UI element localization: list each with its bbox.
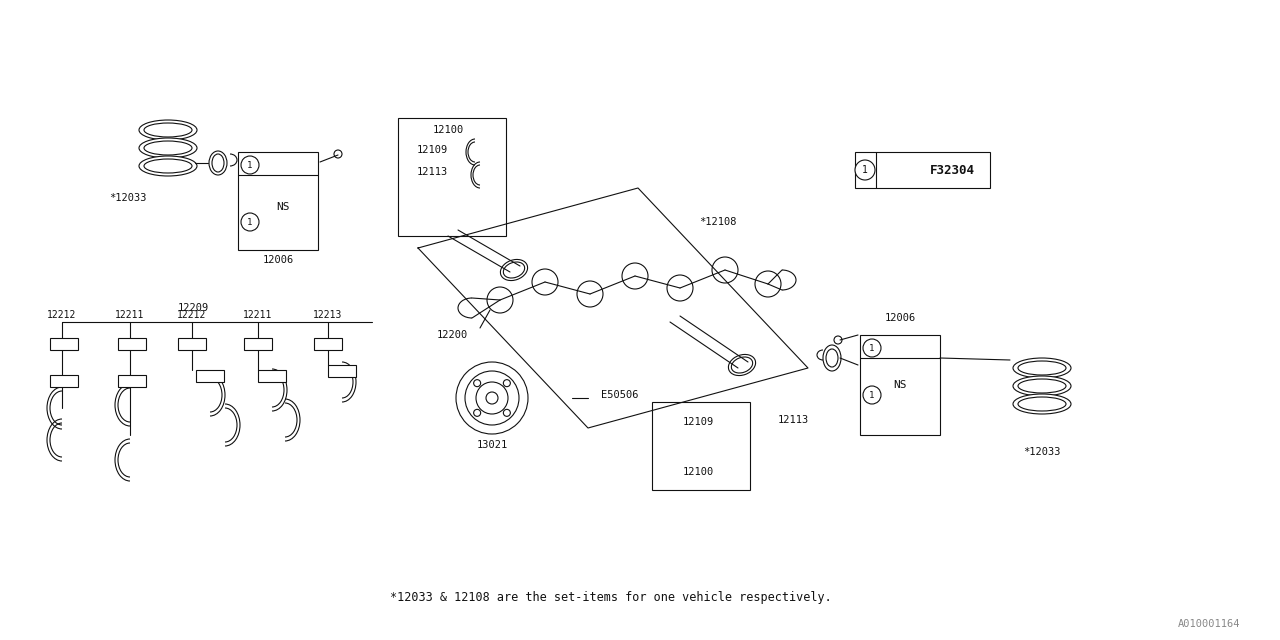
Circle shape: [476, 382, 508, 414]
Text: 12109: 12109: [416, 145, 448, 155]
Bar: [50, 338, 78, 350]
Bar: [314, 338, 342, 350]
Text: 13021: 13021: [476, 440, 508, 450]
Circle shape: [241, 156, 259, 174]
Circle shape: [334, 150, 342, 158]
Ellipse shape: [1012, 376, 1071, 396]
Bar: [855, 152, 989, 188]
Circle shape: [755, 271, 781, 297]
Text: 12006: 12006: [262, 255, 293, 265]
Bar: [196, 370, 224, 382]
Circle shape: [486, 392, 498, 404]
Ellipse shape: [143, 159, 192, 173]
Circle shape: [474, 380, 481, 387]
Ellipse shape: [1018, 379, 1066, 393]
Text: F32304: F32304: [929, 163, 974, 177]
Ellipse shape: [1018, 397, 1066, 411]
Text: *12033: *12033: [1023, 447, 1061, 457]
Text: 12113: 12113: [778, 415, 809, 425]
Bar: [652, 402, 750, 490]
Ellipse shape: [1012, 394, 1071, 414]
Circle shape: [863, 339, 881, 357]
Bar: [259, 370, 285, 382]
Circle shape: [667, 275, 692, 301]
Text: 12109: 12109: [682, 417, 714, 427]
Ellipse shape: [1012, 358, 1071, 378]
Ellipse shape: [826, 349, 838, 367]
Ellipse shape: [1018, 361, 1066, 375]
Text: *12033 & 12108 are the set-items for one vehicle respectively.: *12033 & 12108 are the set-items for one…: [390, 591, 832, 605]
Text: 12211: 12211: [243, 310, 273, 320]
Circle shape: [577, 281, 603, 307]
Ellipse shape: [140, 120, 197, 140]
Circle shape: [503, 380, 511, 387]
Text: 12100: 12100: [682, 467, 714, 477]
Circle shape: [855, 160, 876, 180]
Text: 12200: 12200: [436, 330, 468, 340]
Bar: [860, 335, 940, 435]
Ellipse shape: [143, 141, 192, 155]
Text: 1: 1: [869, 344, 874, 353]
Text: NS: NS: [893, 380, 906, 390]
Text: 12213: 12213: [314, 310, 343, 320]
Text: 1: 1: [247, 161, 252, 170]
Circle shape: [622, 263, 648, 289]
Ellipse shape: [212, 154, 224, 172]
Bar: [118, 338, 146, 350]
Circle shape: [835, 336, 842, 344]
Ellipse shape: [209, 151, 227, 175]
Bar: [178, 338, 206, 350]
Bar: [50, 375, 78, 387]
Text: 12212: 12212: [178, 310, 206, 320]
Ellipse shape: [823, 345, 841, 371]
Text: *12033: *12033: [110, 193, 147, 203]
Ellipse shape: [140, 138, 197, 158]
Circle shape: [456, 362, 529, 434]
Circle shape: [532, 269, 558, 295]
Text: *12108: *12108: [699, 217, 737, 227]
Text: 1: 1: [861, 165, 868, 175]
Bar: [398, 118, 506, 236]
Circle shape: [503, 410, 511, 417]
Circle shape: [863, 386, 881, 404]
Bar: [238, 152, 317, 250]
Text: 12113: 12113: [416, 167, 448, 177]
Text: 12211: 12211: [115, 310, 145, 320]
Circle shape: [486, 287, 513, 313]
Text: 12209: 12209: [178, 303, 209, 313]
Bar: [118, 375, 146, 387]
Text: 12100: 12100: [433, 125, 463, 135]
Ellipse shape: [140, 156, 197, 176]
Text: 12212: 12212: [47, 310, 77, 320]
Bar: [244, 338, 273, 350]
Ellipse shape: [143, 123, 192, 137]
Bar: [328, 365, 356, 377]
Text: NS: NS: [276, 202, 289, 212]
Circle shape: [241, 213, 259, 231]
Text: A010001164: A010001164: [1178, 619, 1240, 629]
Circle shape: [465, 371, 518, 425]
Text: E50506: E50506: [602, 390, 639, 400]
Text: 1: 1: [869, 390, 874, 399]
Text: 12006: 12006: [884, 313, 915, 323]
Circle shape: [712, 257, 739, 283]
Text: 1: 1: [247, 218, 252, 227]
Circle shape: [474, 410, 481, 417]
